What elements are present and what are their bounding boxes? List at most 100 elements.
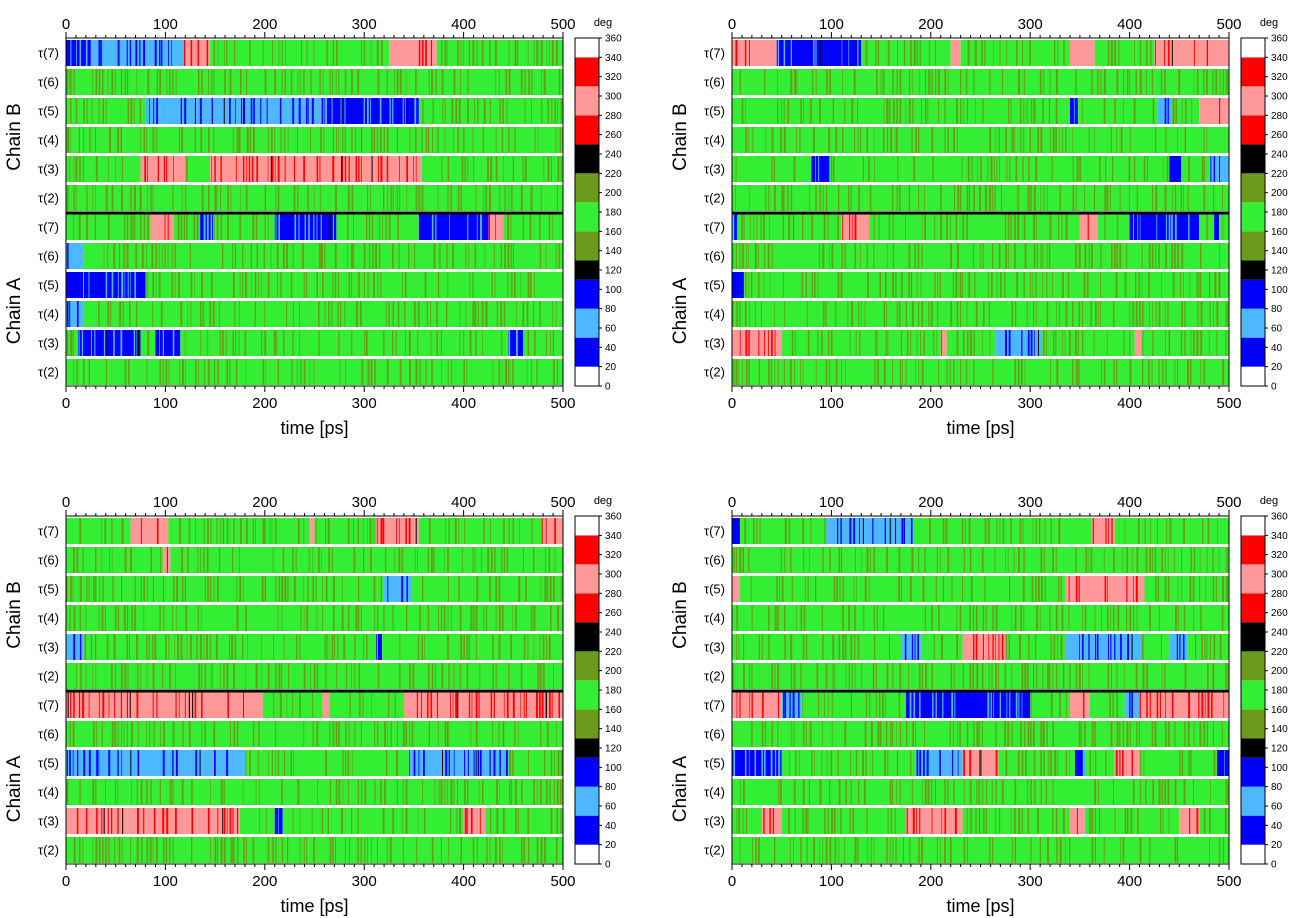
fluctuation-stripe xyxy=(126,692,128,718)
fluctuation-stripe xyxy=(229,721,231,747)
fluctuation-stripe xyxy=(1112,156,1114,182)
fluctuation-stripe xyxy=(544,837,547,863)
fluctuation-stripe xyxy=(1029,40,1031,66)
fluctuation-stripe xyxy=(246,156,248,182)
fluctuation-stripe xyxy=(1024,359,1026,385)
fluctuation-stripe xyxy=(447,605,449,631)
colorbar-tick-label: 120 xyxy=(1271,266,1288,277)
fluctuation-stripe xyxy=(832,634,835,660)
fluctuation-stripe xyxy=(286,243,288,269)
fluctuation-stripe xyxy=(475,634,477,660)
fluctuation-stripe xyxy=(72,359,74,385)
fluctuation-stripe xyxy=(556,808,558,834)
fluctuation-stripe xyxy=(795,750,797,776)
fluctuation-stripe xyxy=(1100,359,1102,385)
fluctuation-stripe xyxy=(793,837,794,863)
fluctuation-stripe xyxy=(331,547,333,573)
transition-stripe xyxy=(406,98,408,124)
fluctuation-stripe xyxy=(791,576,793,602)
fluctuation-stripe xyxy=(1055,127,1057,153)
fluctuation-stripe xyxy=(784,301,786,327)
fluctuation-stripe xyxy=(1006,156,1008,182)
fluctuation-stripe xyxy=(862,750,864,776)
state-segment xyxy=(732,837,1229,863)
fluctuation-stripe xyxy=(944,127,946,153)
fluctuation-stripe xyxy=(1199,721,1202,747)
fluctuation-stripe xyxy=(796,127,798,153)
fluctuation-stripe xyxy=(361,40,363,66)
fluctuation-stripe xyxy=(906,808,908,834)
fluctuation-stripe xyxy=(1115,750,1118,776)
fluctuation-stripe xyxy=(955,272,958,298)
fluctuation-stripe xyxy=(924,605,926,631)
fluctuation-stripe xyxy=(1029,127,1031,153)
fluctuation-stripe xyxy=(1203,69,1205,95)
fluctuation-stripe xyxy=(1120,634,1122,660)
fluctuation-stripe xyxy=(417,547,418,573)
fluctuation-stripe xyxy=(779,576,780,602)
fluctuation-stripe xyxy=(967,156,970,182)
fluctuation-stripe xyxy=(803,98,805,124)
fluctuation-stripe xyxy=(905,98,907,124)
fluctuation-stripe xyxy=(771,243,773,269)
fluctuation-stripe xyxy=(909,576,912,602)
fluctuation-stripe xyxy=(251,156,254,182)
heatmap-row xyxy=(66,127,563,153)
fluctuation-stripe xyxy=(892,243,894,269)
fluctuation-stripe xyxy=(130,272,131,298)
fluctuation-stripe xyxy=(1164,98,1167,124)
fluctuation-stripe xyxy=(364,330,366,356)
fluctuation-stripe xyxy=(385,547,387,573)
fluctuation-stripe xyxy=(149,98,150,124)
fluctuation-stripe xyxy=(533,779,535,805)
fluctuation-stripe xyxy=(374,359,376,385)
fluctuation-stripe xyxy=(235,359,238,385)
fluctuation-stripe xyxy=(285,301,288,327)
fluctuation-stripe xyxy=(1087,214,1089,240)
fluctuation-stripe xyxy=(745,98,746,124)
fluctuation-stripe xyxy=(748,359,750,385)
fluctuation-stripe xyxy=(313,185,315,211)
fluctuation-stripe xyxy=(801,272,804,298)
row-label: τ(3) xyxy=(704,814,725,829)
fluctuation-stripe xyxy=(522,156,524,182)
fluctuation-stripe xyxy=(1014,214,1016,240)
fluctuation-stripe xyxy=(88,750,91,776)
fluctuation-stripe xyxy=(141,837,143,863)
fluctuation-stripe xyxy=(89,127,91,153)
fluctuation-stripe xyxy=(376,518,378,544)
fluctuation-stripe xyxy=(111,518,113,544)
fluctuation-stripe xyxy=(1103,359,1106,385)
fluctuation-stripe xyxy=(890,808,893,834)
fluctuation-stripe xyxy=(1094,808,1096,834)
fluctuation-stripe xyxy=(213,127,215,153)
fluctuation-stripe xyxy=(1189,359,1192,385)
fluctuation-stripe xyxy=(553,779,555,805)
fluctuation-stripe xyxy=(232,837,235,863)
fluctuation-stripe xyxy=(322,69,324,95)
fluctuation-stripe xyxy=(299,634,301,660)
fluctuation-stripe xyxy=(874,634,876,660)
x-tick-label-bottom: 400 xyxy=(1117,873,1142,890)
fluctuation-stripe xyxy=(437,721,439,747)
colorbar-band xyxy=(575,308,599,338)
fluctuation-stripe xyxy=(1005,243,1008,269)
fluctuation-stripe xyxy=(185,359,186,385)
fluctuation-stripe xyxy=(223,837,226,863)
fluctuation-stripe xyxy=(1209,272,1211,298)
state-segment xyxy=(523,330,563,356)
fluctuation-stripe xyxy=(287,576,289,602)
fluctuation-stripe xyxy=(472,272,474,298)
fluctuation-stripe xyxy=(953,663,955,689)
colorbar-tick-label: 320 xyxy=(605,72,622,83)
fluctuation-stripe xyxy=(323,127,325,153)
fluctuation-stripe xyxy=(1100,69,1102,95)
fluctuation-stripe xyxy=(300,359,302,385)
colorbar-band xyxy=(575,144,599,174)
fluctuation-stripe xyxy=(376,634,378,660)
fluctuation-stripe xyxy=(764,750,766,776)
fluctuation-stripe xyxy=(350,243,353,269)
fluctuation-stripe xyxy=(203,359,205,385)
fluctuation-stripe xyxy=(75,156,78,182)
fluctuation-stripe xyxy=(190,301,192,327)
